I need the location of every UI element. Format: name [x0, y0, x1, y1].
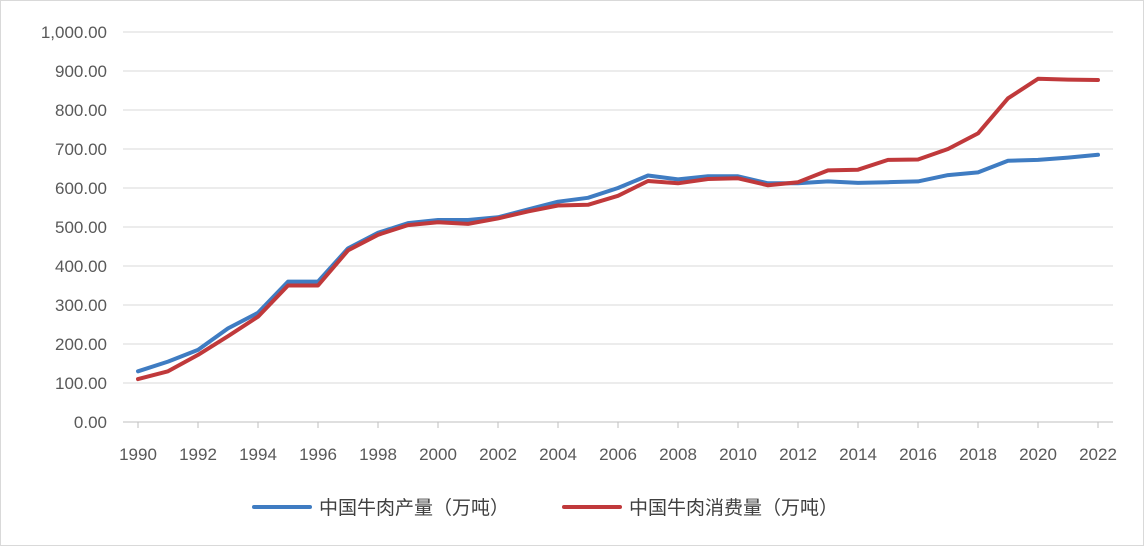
x-tick-label: 1996 [299, 445, 337, 464]
y-axis-ticks: 0.00 100.00 200.00 300.00 400.00 500.00 600.00… [41, 23, 107, 432]
x-tick-label: 1992 [179, 445, 217, 464]
x-tick-label: 2022 [1079, 445, 1117, 464]
legend: 中国牛肉产量（万吨） 中国牛肉消费量（万吨） [252, 497, 838, 519]
x-tick-label: 2018 [959, 445, 997, 464]
y-tick-label: 1,000.00 [41, 23, 107, 42]
x-axis-ticks: 1990 1992 1994 1996 1998 2000 2002 2004 2006 2008… [119, 422, 1117, 464]
y-tick-label: 800.00 [55, 101, 107, 120]
x-tick-label: 1994 [239, 445, 277, 464]
x-tick-label: 2020 [1019, 445, 1057, 464]
x-tick-label: 2016 [899, 445, 937, 464]
x-tick-label: 2004 [539, 445, 577, 464]
x-tick-label: 2014 [839, 445, 877, 464]
gridlines [123, 31, 1113, 423]
series-lines [136, 76, 1100, 382]
x-tick-label: 2012 [779, 445, 817, 464]
y-tick-label: 300.00 [55, 296, 107, 315]
y-tick-label: 200.00 [55, 335, 107, 354]
x-tick-label: 1998 [359, 445, 397, 464]
series-line-2 [136, 76, 1100, 382]
x-tick-label: 2010 [719, 445, 757, 464]
y-tick-label: 100.00 [55, 374, 107, 393]
x-tick-label: 2008 [659, 445, 697, 464]
y-tick-label: 900.00 [55, 62, 107, 81]
y-tick-label: 500.00 [55, 218, 107, 237]
y-tick-label: 600.00 [55, 179, 107, 198]
x-tick-label: 1990 [119, 445, 157, 464]
legend-label-2: 中国牛肉消费量（万吨） [629, 497, 838, 519]
y-tick-label: 0.00 [74, 413, 107, 432]
legend-label-1: 中国牛肉产量（万吨） [319, 497, 509, 519]
series-line-1 [136, 152, 1100, 374]
y-tick-label: 700.00 [55, 140, 107, 159]
x-tick-label: 2000 [419, 445, 457, 464]
y-tick-label: 400.00 [55, 257, 107, 276]
x-tick-label: 2006 [599, 445, 637, 464]
x-tick-label: 2002 [479, 445, 517, 464]
